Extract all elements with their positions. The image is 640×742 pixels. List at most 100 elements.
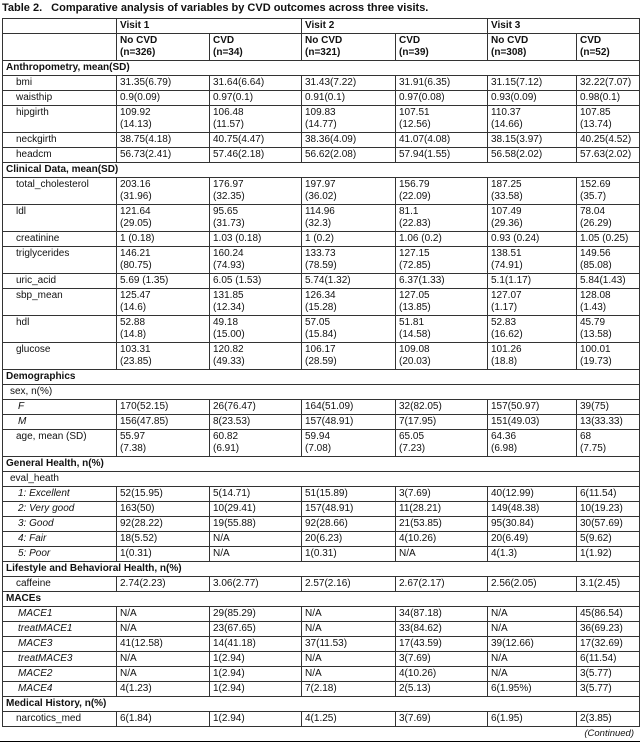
cell-value: 59.94 (7.08) bbox=[301, 429, 396, 457]
section-row: Lifestyle and Behavioral Health, n(%) bbox=[2, 561, 640, 577]
cell-value: 31.35(6.79) bbox=[116, 75, 210, 91]
cell-value: 160.24 (74.93) bbox=[209, 246, 302, 274]
cell-value: 106.48 (11.57) bbox=[209, 105, 302, 133]
cell-value: 38.36(4.09) bbox=[301, 132, 396, 148]
cell-value: 56.73(2.41) bbox=[116, 147, 210, 163]
cell-value: 164(51.09) bbox=[301, 399, 396, 415]
cell-value: 95.65 (31.73) bbox=[209, 204, 302, 232]
table-row: 2: Very good 163(50) 10(29.41) 157(48.91) 11… bbox=[2, 501, 640, 517]
cell-value: 36(69.23) bbox=[576, 621, 640, 637]
table-row: hipgirth 109.92 (14.13) 106.48 (11.57) 109.… bbox=[2, 105, 640, 133]
table-row: narcotics_med 6(1.84) 1(2.94) 4(1.25) 3(7.69… bbox=[2, 711, 640, 727]
cell-value: 14(41.18) bbox=[209, 636, 302, 652]
cell-value: 3(5.77) bbox=[576, 666, 640, 682]
cell-value: 3(7.69) bbox=[395, 711, 488, 727]
table-row: hdl 52.88 (14.8) 49.18 (15.00) 57.05 (15.84… bbox=[2, 315, 640, 343]
cell-value: 0.98(0.1) bbox=[576, 90, 640, 106]
cell-value: 187.25 (33.58) bbox=[487, 177, 577, 205]
table-caption: Comparative analysis of variables by CVD… bbox=[51, 2, 429, 14]
cell-value: 95(30.84) bbox=[487, 516, 577, 532]
cell-value: 3(7.69) bbox=[395, 486, 488, 502]
cell-value: 127.15 (72.85) bbox=[395, 246, 488, 274]
cell-value: 109.83 (14.77) bbox=[301, 105, 396, 133]
cell-value: 125.47 (14.6) bbox=[116, 288, 210, 316]
cell-value: 49.18 (15.00) bbox=[209, 315, 302, 343]
cell-value: 8(23.53) bbox=[209, 414, 302, 430]
cell-value: 51(15.89) bbox=[301, 486, 396, 502]
table-row: 1: Excellent 52(15.95) 5(14.71) 51(15.89) 3(… bbox=[2, 486, 640, 502]
section-label: Clinical Data, mean(SD) bbox=[2, 162, 640, 178]
table-row: MACE2 N/A 1(2.94) N/A 4(10.26) N/A 3(5.77) bbox=[2, 666, 640, 682]
section-label: Demographics bbox=[2, 369, 640, 385]
cell-value: N/A bbox=[301, 666, 396, 682]
cell-value: 156.79 (22.09) bbox=[395, 177, 488, 205]
cell-value: 31.91(6.35) bbox=[395, 75, 488, 91]
cell-value: 33(84.62) bbox=[395, 621, 488, 637]
cell-value: 11(28.21) bbox=[395, 501, 488, 517]
cell-value: 1(2.94) bbox=[209, 711, 302, 727]
cell-value: 6(11.54) bbox=[576, 486, 640, 502]
cell-value: 18(5.52) bbox=[116, 531, 210, 547]
row-label: hipgirth bbox=[2, 105, 117, 133]
cell-value: 5.74(1.32) bbox=[301, 273, 396, 289]
row-label: 3: Good bbox=[2, 516, 117, 532]
cell-value: 60.82 (6.91) bbox=[209, 429, 302, 457]
col-header-nocvd-v2: No CVD (n=321) bbox=[301, 33, 396, 61]
cell-value: 1.06 (0.2) bbox=[395, 231, 488, 247]
table-row: caffeine 2.74(2.23) 3.06(2.77) 2.57(2.16) 2.… bbox=[2, 576, 640, 592]
row-label: 5: Poor bbox=[2, 546, 117, 562]
cell-value: 20(6.23) bbox=[301, 531, 396, 547]
section-label: Lifestyle and Behavioral Health, n(%) bbox=[2, 561, 640, 577]
cell-value: 107.49 (29.36) bbox=[487, 204, 577, 232]
cell-value: 5(9.62) bbox=[576, 531, 640, 547]
row-label: total_cholesterol bbox=[2, 177, 117, 205]
row-label: MACE3 bbox=[2, 636, 117, 652]
row-label: age, mean (SD) bbox=[2, 429, 117, 457]
cell-value: 152.69 (35.7) bbox=[576, 177, 640, 205]
cell-value: 2.57(2.16) bbox=[301, 576, 396, 592]
cell-value: 128.08 (1.43) bbox=[576, 288, 640, 316]
cell-value: 114.96 (32.3) bbox=[301, 204, 396, 232]
table-row: sbp_mean 125.47 (14.6) 131.85 (12.34) 126.3… bbox=[2, 288, 640, 316]
cell-value: 57.05 (15.84) bbox=[301, 315, 396, 343]
cell-value: 1(1.92) bbox=[576, 546, 640, 562]
cell-value: 7(2.18) bbox=[301, 681, 396, 697]
cell-value: 10(29.41) bbox=[209, 501, 302, 517]
cell-value: 10(19.23) bbox=[576, 501, 640, 517]
cell-value: N/A bbox=[395, 546, 488, 562]
cell-value: 149.56 (85.08) bbox=[576, 246, 640, 274]
table-number-label: Table 2. bbox=[2, 2, 43, 14]
cell-value: 4(1.3) bbox=[487, 546, 577, 562]
table-row: uric_acid 5.69 (1.35) 6.05 (1.53) 5.74(1.32… bbox=[2, 273, 640, 289]
table-row: 4: Fair 18(5.52) N/A 20(6.23) 4(10.26) 20(6.4… bbox=[2, 531, 640, 547]
table-row: glucose 103.31 (23.85) 120.82 (49.33) 106.1… bbox=[2, 342, 640, 370]
table-row: MACE1 N/A 29(85.29) N/A 34(87.18) N/A 45(86.54… bbox=[2, 606, 640, 622]
col-header-cvd-v3: CVD (n=52) bbox=[576, 33, 640, 61]
cell-value: 2.56(2.05) bbox=[487, 576, 577, 592]
cell-value: 39(75) bbox=[576, 399, 640, 415]
table-row: F 170(52.15) 26(76.47) 164(51.09) 32(82.05) 1… bbox=[2, 399, 640, 415]
section-row: General Health, n(%) bbox=[2, 456, 640, 472]
row-label: treatMACE1 bbox=[2, 621, 117, 637]
row-label: narcotics_med bbox=[2, 711, 117, 727]
cell-value: 40.75(4.47) bbox=[209, 132, 302, 148]
cell-value: N/A bbox=[487, 606, 577, 622]
cell-value: 110.37 (14.66) bbox=[487, 105, 577, 133]
cell-value: 6.05 (1.53) bbox=[209, 273, 302, 289]
continued-note: (Continued) bbox=[584, 728, 634, 739]
row-label: sbp_mean bbox=[2, 288, 117, 316]
table-title: Table 2. Comparative analysis of variable… bbox=[0, 0, 640, 18]
row-label: headcm bbox=[2, 147, 117, 163]
cell-value: 157(48.91) bbox=[301, 501, 396, 517]
cell-value: 1(2.94) bbox=[209, 681, 302, 697]
table-row: treatMACE1 N/A 23(67.65) N/A 33(84.62) N/A 36(… bbox=[2, 621, 640, 637]
cell-value: 107.85 (13.74) bbox=[576, 105, 640, 133]
subheader-row: sex, n(%) bbox=[2, 384, 640, 400]
subheader-label: sex, n(%) bbox=[2, 384, 640, 400]
row-label: 1: Excellent bbox=[2, 486, 117, 502]
cell-value: 20(6.49) bbox=[487, 531, 577, 547]
cell-value: 109.08 (20.03) bbox=[395, 342, 488, 370]
cell-value: 197.97 (36.02) bbox=[301, 177, 396, 205]
row-label: neckgirth bbox=[2, 132, 117, 148]
table-row: bmi 31.35(6.79) 31.64(6.64) 31.43(7.22) 31.9… bbox=[2, 75, 640, 91]
